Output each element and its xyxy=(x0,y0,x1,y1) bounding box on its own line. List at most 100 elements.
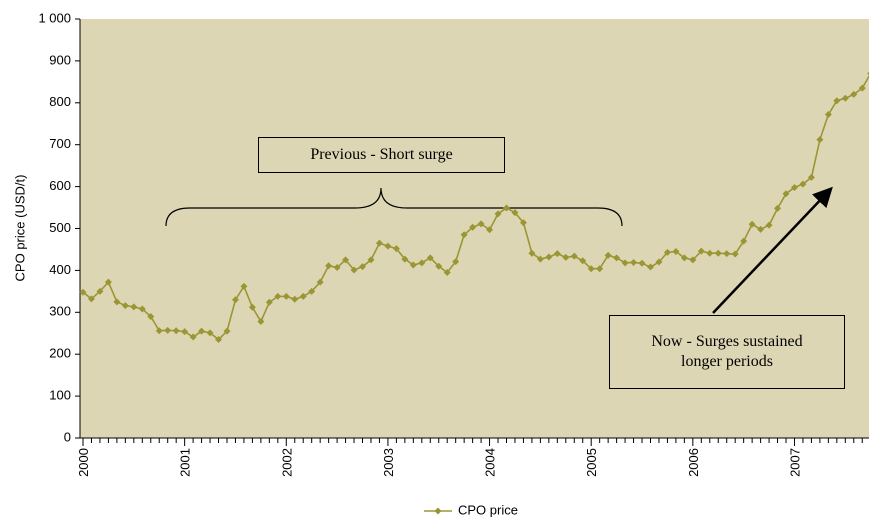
data-point xyxy=(79,288,87,296)
y-tick-label: 800 xyxy=(49,94,71,109)
data-point xyxy=(325,262,333,270)
data-point xyxy=(655,258,663,266)
data-point xyxy=(562,253,570,261)
data-point xyxy=(223,327,231,335)
data-point xyxy=(299,292,307,300)
y-tick-label: 900 xyxy=(49,52,71,67)
y-tick-label: 700 xyxy=(49,136,71,151)
y-tick-label: 500 xyxy=(49,220,71,235)
data-point xyxy=(570,252,578,260)
data-point xyxy=(680,254,688,262)
data-point xyxy=(841,94,849,102)
data-point xyxy=(206,329,214,337)
data-point xyxy=(308,287,316,295)
data-point xyxy=(452,258,460,266)
data-point xyxy=(477,220,485,228)
data-point xyxy=(87,295,95,303)
data-point xyxy=(536,255,544,263)
data-point xyxy=(731,250,739,258)
data-point xyxy=(291,295,299,303)
data-point xyxy=(706,249,714,257)
arrow xyxy=(712,186,833,314)
data-point xyxy=(740,237,748,245)
data-point xyxy=(579,257,587,265)
y-axis-label: CPO price (USD/t) xyxy=(12,175,27,282)
data-point xyxy=(774,204,782,212)
data-point xyxy=(164,326,172,334)
legend-label: CPO price xyxy=(458,502,518,517)
data-point xyxy=(748,220,756,228)
legend-marker xyxy=(434,507,442,515)
data-point xyxy=(613,254,621,262)
data-point xyxy=(646,263,654,271)
data-point xyxy=(189,333,197,341)
data-point xyxy=(435,262,443,270)
y-tick-label: 0 xyxy=(64,429,71,444)
data-point xyxy=(384,242,392,250)
y-tick-label: 400 xyxy=(49,262,71,277)
data-point xyxy=(342,256,350,264)
data-point xyxy=(833,97,841,105)
data-point xyxy=(486,226,494,234)
x-tick-label: 2005 xyxy=(584,448,599,477)
data-point xyxy=(401,255,409,263)
x-tick-label: 2002 xyxy=(279,448,294,477)
data-point xyxy=(765,221,773,229)
data-point xyxy=(782,190,790,198)
data-point xyxy=(511,209,519,217)
data-point xyxy=(545,253,553,261)
data-point xyxy=(257,318,265,326)
data-point xyxy=(426,254,434,262)
data-point xyxy=(147,312,155,320)
data-point xyxy=(231,296,239,304)
y-tick-label: 1 000 xyxy=(38,10,71,25)
data-point xyxy=(799,180,807,188)
data-point xyxy=(469,223,477,231)
data-point xyxy=(215,336,223,344)
data-point xyxy=(96,287,104,295)
data-point xyxy=(460,231,468,239)
data-point xyxy=(807,173,815,181)
data-point xyxy=(350,266,358,274)
data-point xyxy=(494,210,502,218)
data-point xyxy=(858,84,866,92)
data-point xyxy=(333,263,341,271)
data-point xyxy=(409,261,417,269)
data-point xyxy=(198,327,206,335)
data-point xyxy=(519,219,527,227)
data-point xyxy=(528,249,536,257)
data-point xyxy=(172,327,180,335)
x-tick-label: 2006 xyxy=(686,448,701,477)
data-point xyxy=(697,247,705,255)
data-point xyxy=(850,90,858,98)
data-point xyxy=(723,250,731,258)
data-point xyxy=(113,298,121,306)
data-point xyxy=(443,268,451,276)
data-point xyxy=(672,248,680,256)
data-point xyxy=(392,245,400,253)
data-point xyxy=(316,278,324,286)
data-point xyxy=(418,259,426,267)
data-point xyxy=(240,282,248,290)
data-point xyxy=(638,259,646,267)
data-point xyxy=(282,292,290,300)
annotation: Previous - Short surge xyxy=(258,137,505,173)
series-line xyxy=(82,74,869,341)
data-point xyxy=(689,256,697,264)
data-point xyxy=(121,302,129,310)
data-point xyxy=(138,305,146,313)
data-point xyxy=(553,250,561,258)
data-point xyxy=(367,256,375,264)
x-tick-label: 2001 xyxy=(178,448,193,477)
data-point xyxy=(757,225,765,233)
data-point xyxy=(790,183,798,191)
data-point xyxy=(714,249,722,257)
data-point xyxy=(816,136,824,144)
y-tick-label: 200 xyxy=(49,346,71,361)
data-point xyxy=(274,292,282,300)
data-point xyxy=(587,265,595,273)
data-point xyxy=(663,248,671,256)
data-point xyxy=(155,327,163,335)
